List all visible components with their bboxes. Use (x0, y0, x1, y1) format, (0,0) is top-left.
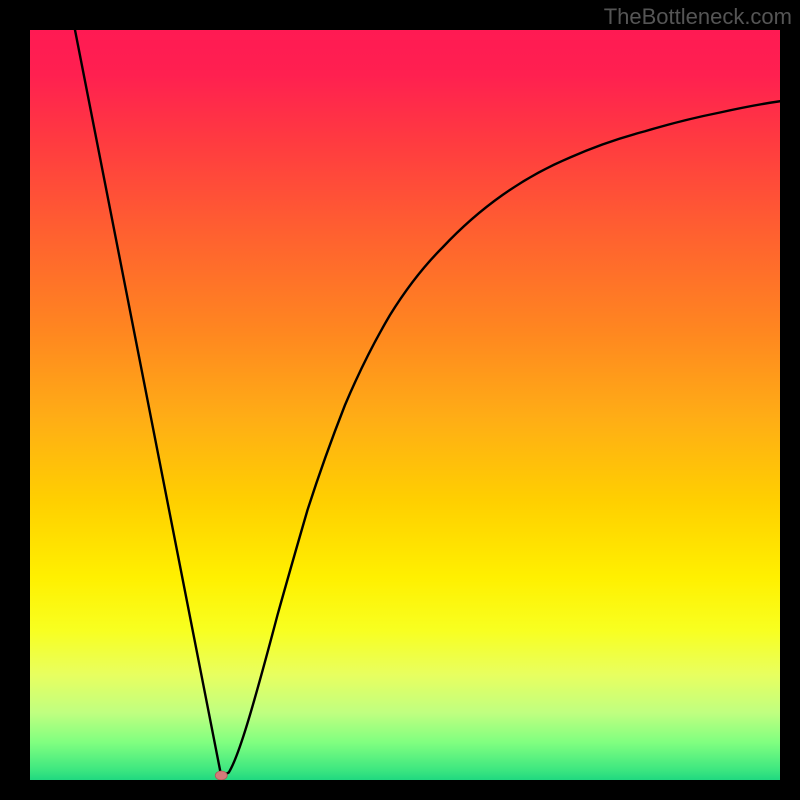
plot-area (30, 30, 780, 780)
watermark-text: TheBottleneck.com (604, 4, 792, 30)
chart-svg (30, 30, 780, 780)
chart-container: TheBottleneck.com (0, 0, 800, 800)
minimum-marker (215, 771, 227, 780)
gradient-background (30, 30, 780, 780)
